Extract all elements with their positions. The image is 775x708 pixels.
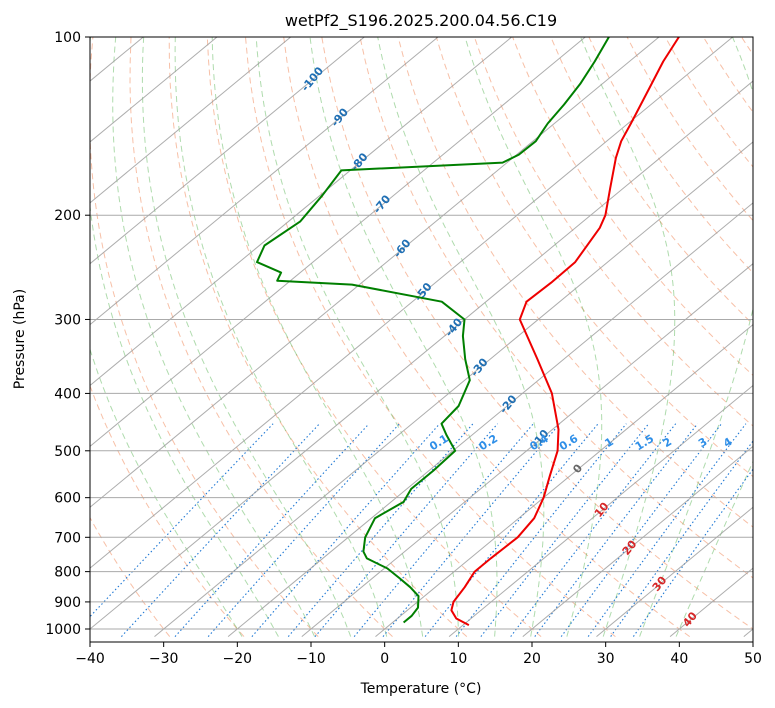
- x-tick-label: −10: [296, 651, 326, 667]
- dry-adiabat-line: [129, 37, 393, 637]
- dry-adiabat-line: [168, 37, 468, 637]
- dry-adiabat-line: [512, 37, 753, 376]
- moist-adiabat-line: [377, 37, 545, 637]
- dry-adiabat-line: [90, 384, 245, 637]
- isotherm-line: [90, 37, 439, 326]
- dry-adiabat-line: [397, 37, 753, 528]
- x-tick-label: 40: [670, 651, 688, 667]
- x-axis-title: Temperature (°C): [360, 681, 482, 697]
- x-tick-label: −30: [149, 651, 179, 667]
- mixing-ratio-line: [610, 440, 753, 637]
- moist-adiabat-line: [211, 37, 424, 637]
- x-tick-label: 30: [597, 651, 615, 667]
- moist-adiabat-line: [141, 37, 352, 637]
- y-axis-title: Pressure (hPa): [12, 289, 28, 389]
- mixing-ratio-line: [251, 423, 441, 637]
- mixing-ratio-line: [632, 468, 753, 637]
- isotherm-line: [448, 384, 753, 637]
- x-tick-label: −20: [223, 651, 253, 667]
- chart-title: wetPf2_S196.2025.200.04.56.C19: [285, 11, 557, 31]
- moist-adiabat-line: [174, 37, 388, 637]
- moist-adiabat-line: [464, 37, 603, 637]
- dry-adiabat-line: [90, 516, 171, 637]
- moist-adiabat-line: [639, 37, 753, 637]
- moist-adiabat-line: [580, 37, 676, 637]
- moist-adiabat-line: [675, 460, 753, 637]
- dry-adiabat-line: [359, 37, 753, 579]
- dewpoint-line: [256, 37, 610, 624]
- y-tick-label: 400: [54, 386, 81, 402]
- mixing-ratio-line: [455, 423, 627, 637]
- isotherm-line: [90, 37, 734, 569]
- moist-adiabat-line: [112, 37, 316, 637]
- dry-adiabat-line: [90, 37, 319, 637]
- axes: −40 −30 −20 −10 0 10 20 30 40 50 100 200 300 400 500 60…: [45, 30, 762, 667]
- y-tick-label: 700: [54, 530, 81, 546]
- x-tick-label: 10: [449, 651, 467, 667]
- isotherm-line: [90, 37, 586, 447]
- mixing-ratio-line: [587, 423, 747, 637]
- isotherm-line: [375, 323, 753, 637]
- y-tick-label: 200: [54, 208, 81, 224]
- mixing-ratio-line: [424, 423, 599, 637]
- mixing-ratio-line: [534, 423, 699, 637]
- moist-adiabat-line: [255, 37, 460, 637]
- y-tick-label: 600: [54, 491, 81, 507]
- isotherm-line: [301, 263, 753, 637]
- y-tick-label: 100: [54, 30, 81, 46]
- isotherm-line: [154, 141, 753, 637]
- mixing-ratio-line: [382, 423, 561, 637]
- dry-adiabat-line: [550, 37, 753, 326]
- isotherm-line: [522, 445, 753, 637]
- y-tick-label: 1000: [45, 622, 81, 638]
- mixing-ratio-line: [174, 423, 370, 637]
- x-tick-label: 50: [744, 651, 762, 667]
- y-tick-label: 800: [54, 565, 81, 581]
- isotherm-line: [90, 80, 753, 630]
- mixing-ratio-line: [90, 423, 274, 618]
- isotherm-line: [90, 37, 218, 143]
- moist-adiabat-line: [309, 37, 498, 637]
- x-tick-label: 0: [380, 651, 389, 667]
- x-tick-label: 20: [523, 651, 541, 667]
- sounding-lines: [256, 37, 680, 626]
- isotherm-line: [90, 37, 513, 387]
- mixing-ratio-line: [314, 423, 499, 637]
- y-tick-label: 300: [54, 312, 81, 328]
- moist-adiabat-line: [90, 347, 243, 637]
- y-tick-label: 900: [54, 595, 81, 611]
- isotherm-line: [90, 37, 292, 204]
- dry-adiabat-line: [473, 37, 753, 427]
- plot-frame: [89, 36, 754, 643]
- mixing-ratio-line: [353, 423, 534, 637]
- isotherm-line: [90, 37, 365, 265]
- moist-adiabat-line: [90, 37, 279, 637]
- temperature-line: [450, 37, 680, 626]
- mixing-ratio-line: [287, 423, 474, 637]
- isotherm-line: [227, 202, 753, 637]
- x-tick-label: −40: [75, 651, 105, 667]
- y-tick-label: 500: [54, 444, 81, 460]
- dry-adiabat-line: [283, 37, 690, 638]
- isotherm-line: [596, 506, 753, 637]
- dry-adiabat-line: [206, 37, 542, 637]
- dry-adiabat-line: [321, 37, 753, 630]
